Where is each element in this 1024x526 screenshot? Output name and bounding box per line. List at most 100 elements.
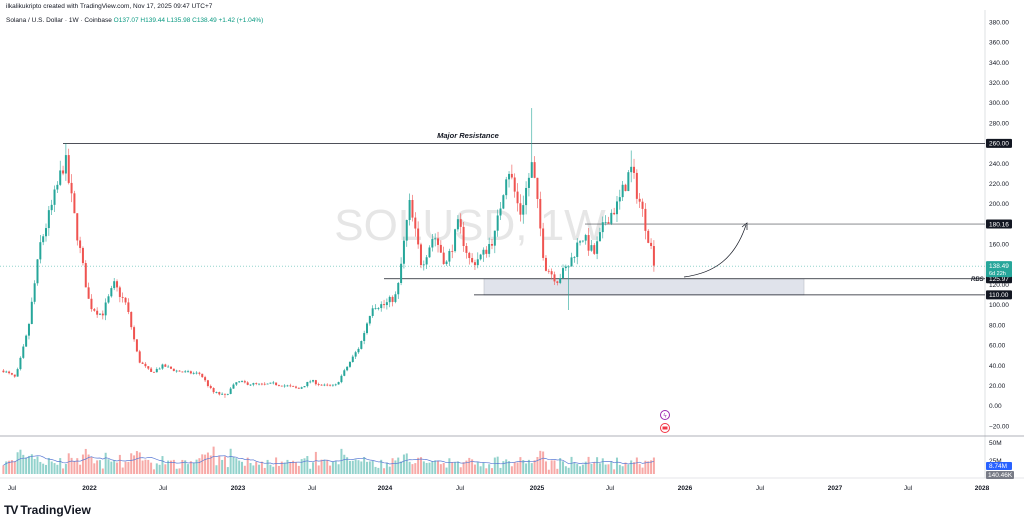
volume-bar — [300, 459, 303, 474]
candle-body — [607, 222, 610, 224]
price-tick-label: 100.00 — [989, 302, 1009, 309]
candle-body — [152, 371, 155, 373]
volume-bar — [553, 460, 556, 474]
candle-body — [275, 382, 278, 386]
candle-body — [206, 380, 209, 386]
volume-bar — [96, 460, 99, 474]
volume-bar — [187, 464, 190, 474]
volume-bar — [212, 446, 215, 474]
candle-body — [380, 304, 383, 309]
candle-body — [414, 217, 417, 229]
candle-body — [598, 232, 601, 242]
volume-bar — [419, 457, 422, 474]
candle-body — [243, 381, 246, 383]
volume-bar — [425, 462, 428, 474]
candle-body — [167, 366, 170, 368]
volume-bar — [178, 468, 181, 474]
candle-body — [419, 244, 422, 266]
candle-body — [283, 385, 286, 387]
candle-body — [590, 245, 593, 251]
candle-body — [499, 208, 502, 216]
candle-body — [56, 184, 59, 190]
volume-bar — [138, 452, 141, 474]
volume-bar — [314, 451, 317, 474]
time-tick-label: 2026 — [678, 485, 693, 492]
volume-bar — [204, 454, 207, 474]
volume-bar — [130, 453, 133, 474]
candle-body — [320, 384, 323, 386]
candle-body — [50, 204, 53, 211]
price-tick-label: 120.00 — [989, 282, 1009, 289]
candle-body — [533, 162, 536, 178]
volume-bar — [93, 463, 96, 474]
candle-body — [468, 252, 471, 259]
price-tick-label: 80.00 — [989, 322, 1006, 329]
candle-body — [556, 281, 559, 283]
candle-body — [292, 385, 295, 387]
volume-bar — [613, 469, 616, 474]
candle-body — [357, 348, 360, 353]
candle-body — [559, 278, 562, 283]
volume-bar — [47, 457, 50, 474]
tradingview-brand[interactable]: TV TradingView — [4, 503, 91, 517]
candle-body — [351, 356, 354, 362]
volume-bar — [198, 458, 201, 474]
candle-body — [536, 177, 539, 199]
tradingview-logo-icon: TV — [4, 503, 18, 517]
price-tick-label: 320.00 — [989, 80, 1009, 87]
candle-body — [650, 242, 653, 247]
volume-tag-a-label: 8.74M — [989, 463, 1007, 470]
candle-body — [462, 226, 465, 246]
volume-bar — [79, 464, 82, 474]
candle-body — [218, 392, 221, 395]
candle-body — [118, 287, 121, 297]
volume-axis-max: 50M — [989, 440, 1002, 447]
volume-bar — [195, 459, 198, 474]
volume-bar — [39, 461, 42, 474]
volume-bar — [567, 467, 570, 474]
candle-body — [394, 294, 397, 302]
candle-body — [360, 341, 363, 349]
volume-bar — [454, 461, 457, 474]
volume-bar — [408, 461, 411, 474]
candle-body — [8, 371, 11, 374]
candle-body — [303, 386, 306, 388]
candle-body — [539, 198, 542, 229]
symbol-name[interactable]: Solana / U.S. Dollar · 1W · Coinbase — [6, 17, 112, 24]
volume-bar — [437, 461, 440, 474]
ohlc-change: +1.42 (+1.04%) — [218, 17, 264, 24]
time-tick-label: Jul — [456, 485, 465, 492]
volume-bar — [593, 462, 596, 474]
candle-body — [448, 250, 451, 262]
price-tick-label: 220.00 — [989, 181, 1009, 188]
candle-body — [235, 382, 238, 385]
volume-bar — [351, 460, 354, 474]
volume-bar — [448, 458, 451, 474]
candle-body — [337, 382, 340, 385]
price-tick-label: 340.00 — [989, 60, 1009, 67]
lightning-icon[interactable] — [660, 410, 670, 420]
candle-body — [209, 385, 212, 389]
candle-body — [388, 296, 391, 303]
volume-bar — [490, 468, 493, 474]
ohlc-high: H139.44 — [140, 17, 165, 24]
volume-bar — [226, 467, 229, 474]
candle-body — [454, 229, 457, 252]
candle-body — [437, 238, 440, 245]
volume-bar — [326, 459, 329, 474]
volume-bar — [459, 467, 462, 474]
volume-bar — [45, 464, 48, 474]
volume-bar — [110, 461, 113, 474]
time-tick-label: 2025 — [530, 485, 545, 492]
volume-bar — [50, 461, 53, 474]
candle-body — [434, 238, 437, 240]
candle-body — [479, 254, 482, 260]
candle-body — [221, 393, 224, 395]
candle-body — [249, 384, 252, 386]
volume-bar — [638, 464, 641, 474]
volume-bar — [306, 456, 309, 474]
candle-body — [576, 242, 579, 257]
volume-bar — [374, 466, 377, 474]
candle-body — [79, 240, 82, 248]
